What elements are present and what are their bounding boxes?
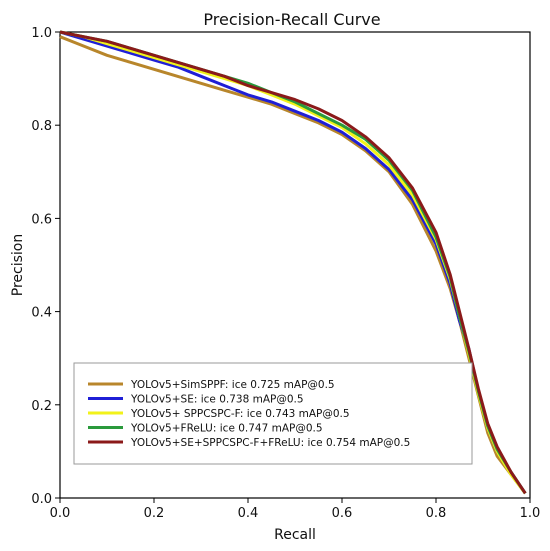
x-axis-ticks: 0.0 0.2 0.4 0.6 0.8 1.0 (50, 498, 541, 521)
legend-entries: YOLOv5+SimSPPF: ice 0.725 mAP@0.5 YOLOv5+… (88, 379, 410, 449)
y-tick-label: 0.8 (31, 119, 52, 134)
legend-label-5: YOLOv5+SE+SPPCSPC-F+FReLU: ice 0.754 mAP… (130, 437, 410, 449)
y-tick-label: 0.6 (31, 212, 52, 227)
x-tick-label: 0.4 (238, 506, 259, 521)
legend-label-3: YOLOv5+ SPPCSPC-F: ice 0.743 mAP@0.5 (130, 408, 350, 420)
series-group (59, 30, 527, 495)
y-tick-label: 0.0 (31, 492, 52, 507)
legend-box (73, 362, 473, 465)
legend-label-4: YOLOv5+FReLU: ice 0.747 mAP@0.5 (130, 423, 323, 435)
legend-label-1: YOLOv5+SimSPPF: ice 0.725 mAP@0.5 (130, 379, 335, 391)
chart-title: Precision-Recall Curve (203, 10, 380, 29)
x-tick-label: 0.6 (332, 506, 353, 521)
x-tick-label: 0.0 (50, 506, 71, 521)
x-tick-label: 1.0 (520, 506, 541, 521)
x-tick-label: 0.8 (426, 506, 447, 521)
y-axis-label: Precision (10, 234, 26, 296)
y-axis-ticks: 0.0 0.2 0.4 0.6 0.8 1.0 (31, 26, 60, 507)
series-line-5 (59, 30, 527, 495)
legend-label-2: YOLOv5+SE: ice 0.738 mAP@0.5 (130, 394, 304, 406)
y-tick-label: 1.0 (31, 26, 52, 41)
legend: YOLOv5+SimSPPF: ice 0.725 mAP@0.5 YOLOv5+… (73, 362, 473, 465)
y-tick-label: 0.4 (31, 306, 52, 321)
y-tick-label: 0.2 (31, 399, 52, 414)
plot-frame (59, 31, 531, 499)
x-tick-label: 0.2 (144, 506, 165, 521)
x-axis-label: Recall (274, 527, 316, 543)
